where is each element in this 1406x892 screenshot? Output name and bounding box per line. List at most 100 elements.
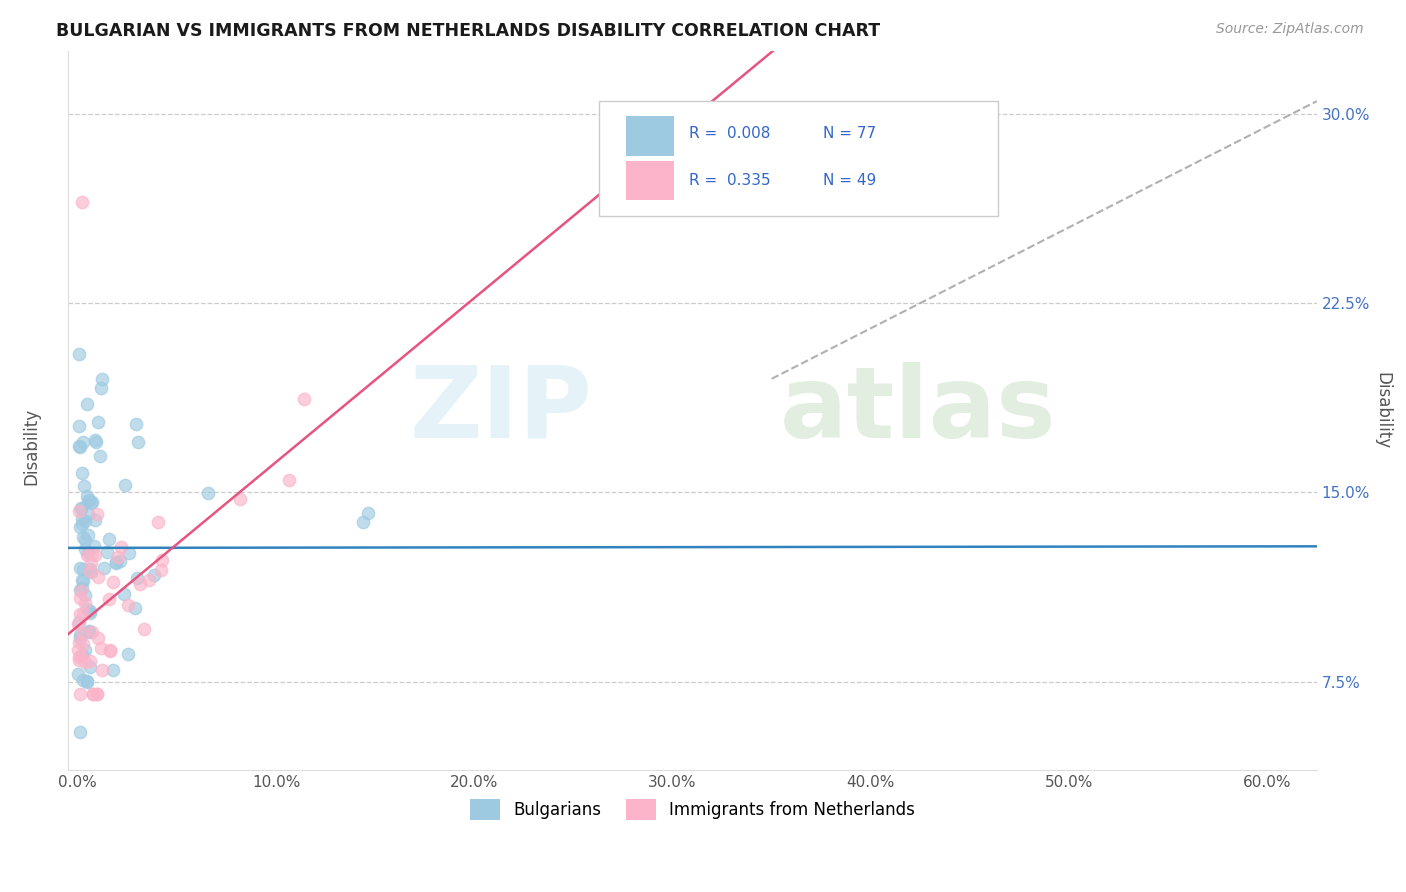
Point xyxy=(70,581,93,595)
Text: Disability: Disability xyxy=(22,408,39,484)
Point xyxy=(127,434,149,449)
Text: Source: ZipAtlas.com: Source: ZipAtlas.com xyxy=(1216,22,1364,37)
Point xyxy=(104,556,127,570)
Point xyxy=(73,655,96,669)
Point xyxy=(356,506,378,520)
Point xyxy=(129,577,152,591)
Point xyxy=(124,600,146,615)
Point xyxy=(73,515,96,529)
Point xyxy=(103,574,125,589)
Point xyxy=(69,591,91,606)
Point xyxy=(292,392,315,407)
Point xyxy=(77,624,100,639)
Point xyxy=(84,549,107,563)
Point xyxy=(101,663,124,677)
Point xyxy=(118,546,141,560)
Point xyxy=(197,485,219,500)
Point xyxy=(75,533,97,548)
Point xyxy=(75,596,97,610)
Point xyxy=(82,547,104,561)
Y-axis label: Disability: Disability xyxy=(1374,372,1391,449)
Point xyxy=(77,493,100,508)
Point xyxy=(76,397,98,411)
Point xyxy=(69,519,91,533)
Point xyxy=(352,515,374,529)
Point xyxy=(82,687,104,701)
Point xyxy=(72,648,94,662)
Point xyxy=(76,489,98,503)
Point xyxy=(67,643,90,657)
Point xyxy=(143,568,166,582)
Point xyxy=(89,449,111,463)
Text: R =  0.335: R = 0.335 xyxy=(689,173,770,187)
Point xyxy=(69,628,91,642)
Point xyxy=(67,635,90,649)
Point xyxy=(69,584,91,599)
Point xyxy=(86,507,108,521)
Point xyxy=(77,625,100,640)
Text: ZIP: ZIP xyxy=(409,362,592,458)
Point xyxy=(79,557,101,571)
FancyBboxPatch shape xyxy=(626,116,673,156)
Point xyxy=(90,381,112,395)
Legend: Bulgarians, Immigrants from Netherlands: Bulgarians, Immigrants from Netherlands xyxy=(463,793,922,826)
Point xyxy=(90,641,112,656)
Point xyxy=(69,687,91,701)
Point xyxy=(86,687,108,701)
Point xyxy=(70,500,93,515)
Point xyxy=(132,622,155,636)
Point xyxy=(67,649,90,664)
Point xyxy=(100,643,122,657)
Text: N = 49: N = 49 xyxy=(824,173,877,187)
Point xyxy=(93,561,115,575)
Point xyxy=(70,649,93,664)
Point xyxy=(112,587,135,601)
Point xyxy=(70,511,93,525)
Point xyxy=(76,675,98,690)
Point xyxy=(98,643,121,657)
Point xyxy=(87,631,110,645)
Point xyxy=(70,502,93,516)
Point xyxy=(90,663,112,677)
Point xyxy=(76,507,98,521)
Point xyxy=(80,625,103,640)
Point xyxy=(77,546,100,560)
Point xyxy=(73,589,96,603)
Point xyxy=(67,419,90,434)
Point xyxy=(79,562,101,576)
Point xyxy=(83,539,105,553)
Point xyxy=(79,606,101,620)
Point xyxy=(75,541,97,556)
Point xyxy=(67,615,90,629)
FancyBboxPatch shape xyxy=(599,101,998,216)
Point xyxy=(72,562,94,576)
Text: atlas: atlas xyxy=(780,362,1056,458)
Point xyxy=(76,548,98,562)
Point xyxy=(70,574,93,588)
Point xyxy=(79,654,101,668)
Point xyxy=(107,550,129,565)
Text: BULGARIAN VS IMMIGRANTS FROM NETHERLANDS DISABILITY CORRELATION CHART: BULGARIAN VS IMMIGRANTS FROM NETHERLANDS… xyxy=(56,22,880,40)
Point xyxy=(72,530,94,544)
Point xyxy=(125,571,148,585)
Point xyxy=(79,564,101,578)
Point xyxy=(80,565,103,579)
Point xyxy=(69,582,91,597)
Point xyxy=(82,494,104,508)
Point xyxy=(72,637,94,651)
Point xyxy=(86,687,108,701)
Point xyxy=(73,479,96,493)
Point xyxy=(75,643,97,657)
Point xyxy=(146,515,169,529)
Point xyxy=(84,435,107,450)
Point xyxy=(87,415,110,429)
Point xyxy=(138,573,160,587)
Point xyxy=(96,545,118,559)
Point xyxy=(70,195,93,210)
FancyBboxPatch shape xyxy=(626,161,673,201)
Point xyxy=(76,493,98,508)
Point xyxy=(69,653,91,667)
Point xyxy=(72,625,94,640)
Point xyxy=(69,632,91,646)
Point xyxy=(83,513,105,527)
